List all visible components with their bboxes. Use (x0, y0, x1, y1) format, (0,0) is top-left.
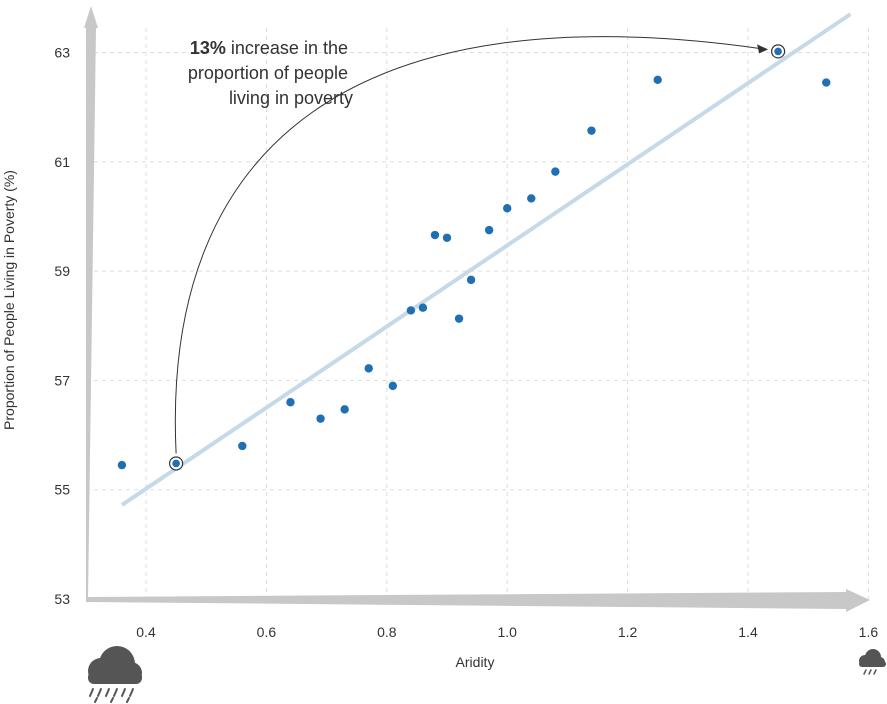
y-tick-label: 53 (54, 591, 70, 607)
data-point (316, 414, 325, 423)
y-tick-label: 63 (54, 45, 70, 61)
highlighted-point (172, 459, 180, 468)
x-tick-label: 1.4 (738, 624, 758, 640)
data-point (442, 233, 452, 242)
trend-line (120, 12, 852, 507)
data-points (117, 44, 831, 471)
heavy-rain-cloud-icon (88, 646, 142, 703)
data-point (117, 460, 127, 470)
x-axis-arrow (86, 592, 846, 609)
data-point (527, 194, 536, 203)
data-point (364, 364, 373, 373)
axes (84, 6, 870, 612)
x-tick-label: 0.8 (377, 624, 397, 640)
y-tick-label: 55 (54, 482, 70, 498)
data-point (822, 78, 831, 87)
y-axis-arrow (86, 28, 96, 599)
data-point (286, 398, 295, 407)
x-tick-label: 1.6 (859, 624, 879, 640)
data-point (653, 75, 662, 85)
light-rain-cloud-icon (859, 649, 886, 675)
data-point (238, 441, 247, 451)
data-point (406, 306, 416, 315)
data-point (340, 405, 349, 414)
data-point (466, 275, 476, 285)
x-axis-title: Aridity (456, 654, 495, 670)
data-point (418, 303, 428, 312)
x-tick-label: 0.4 (136, 624, 156, 640)
annotation-arrowhead (757, 44, 769, 54)
y-axis-arrowhead (84, 6, 98, 28)
y-tick-label: 61 (54, 154, 70, 170)
grid (86, 28, 869, 600)
x-tick-label: 0.6 (257, 624, 277, 640)
data-point (587, 126, 596, 135)
annotation-text: 13% increase in the proportion of people… (188, 38, 353, 108)
data-point (503, 204, 512, 213)
y-tick-label: 59 (54, 263, 70, 279)
highlighted-point (774, 47, 782, 56)
data-point (430, 230, 440, 240)
annotation-arrow-arc (174, 36, 767, 454)
x-tick-label: 1.2 (618, 624, 638, 640)
data-point (484, 225, 494, 235)
x-axis-arrowhead (846, 589, 870, 612)
x-tick-label: 1.0 (497, 624, 517, 640)
data-point (454, 314, 464, 323)
y-tick-label: 57 (54, 372, 70, 388)
tick-labels: 0.4 0.6 0.8 1.0 1.2 1.4 1.6 63 61 59 57 55 53 (54, 45, 878, 641)
data-point (388, 381, 398, 391)
y-axis-title: Proportion of People Living in Poverty (… (1, 170, 17, 430)
data-point (551, 167, 560, 176)
